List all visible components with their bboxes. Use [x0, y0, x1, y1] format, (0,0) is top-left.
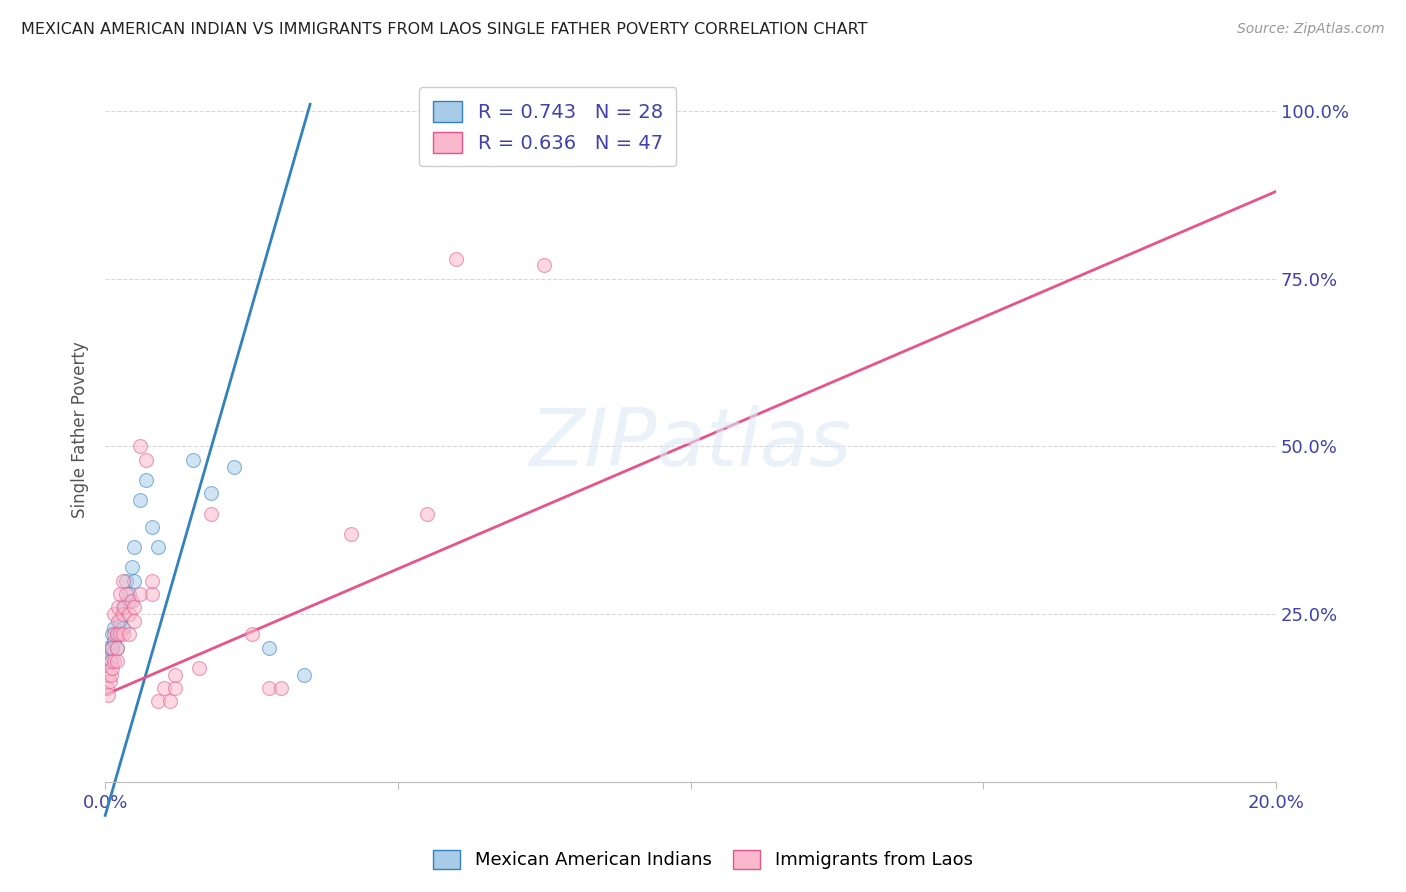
- Point: [257, 681, 280, 695]
- Point: [124, 574, 146, 588]
- Point: [105, 627, 128, 641]
- Point: [135, 453, 157, 467]
- Point: [105, 627, 128, 641]
- Legend: Mexican American Indians, Immigrants from Laos: Mexican American Indians, Immigrants fro…: [425, 840, 981, 879]
- Point: [222, 459, 245, 474]
- Point: [103, 634, 125, 648]
- Point: [340, 526, 363, 541]
- Point: [159, 694, 181, 708]
- Point: [129, 587, 152, 601]
- Point: [270, 681, 292, 695]
- Point: [152, 681, 174, 695]
- Point: [117, 593, 139, 607]
- Point: [114, 587, 136, 601]
- Point: [111, 607, 134, 621]
- Point: [108, 614, 131, 628]
- Point: [114, 574, 136, 588]
- Point: [121, 560, 143, 574]
- Point: [105, 640, 128, 655]
- Point: [117, 627, 139, 641]
- Point: [101, 640, 124, 655]
- Text: MEXICAN AMERICAN INDIAN VS IMMIGRANTS FROM LAOS SINGLE FATHER POVERTY CORRELATIO: MEXICAN AMERICAN INDIAN VS IMMIGRANTS FR…: [21, 22, 868, 37]
- Point: [103, 627, 125, 641]
- Point: [240, 627, 263, 641]
- Point: [117, 607, 139, 621]
- Text: Source: ZipAtlas.com: Source: ZipAtlas.com: [1237, 22, 1385, 37]
- Point: [97, 640, 120, 655]
- Point: [100, 654, 122, 668]
- Point: [101, 661, 124, 675]
- Point: [107, 600, 129, 615]
- Point: [111, 574, 134, 588]
- Point: [105, 654, 128, 668]
- Point: [98, 674, 121, 689]
- Point: [141, 520, 163, 534]
- Point: [121, 593, 143, 607]
- Point: [103, 607, 125, 621]
- Point: [129, 493, 152, 508]
- Point: [181, 453, 204, 467]
- Legend: R = 0.743   N = 28, R = 0.636   N = 47: R = 0.743 N = 28, R = 0.636 N = 47: [419, 87, 676, 167]
- Y-axis label: Single Father Poverty: Single Father Poverty: [72, 342, 89, 518]
- Point: [146, 540, 169, 554]
- Point: [124, 600, 146, 615]
- Point: [107, 627, 129, 641]
- Point: [187, 661, 209, 675]
- Point: [103, 621, 125, 635]
- Point: [101, 627, 124, 641]
- Point: [129, 439, 152, 453]
- Point: [141, 587, 163, 601]
- Point: [96, 681, 118, 695]
- Point: [97, 688, 120, 702]
- Point: [446, 252, 468, 266]
- Point: [111, 621, 134, 635]
- Point: [200, 486, 222, 500]
- Point: [97, 667, 120, 681]
- Point: [165, 667, 187, 681]
- Point: [111, 600, 134, 615]
- Point: [292, 667, 315, 681]
- Point: [112, 600, 135, 615]
- Point: [108, 587, 131, 601]
- Point: [124, 614, 146, 628]
- Point: [165, 681, 187, 695]
- Point: [117, 587, 139, 601]
- Point: [200, 507, 222, 521]
- Point: [98, 648, 121, 662]
- Point: [107, 614, 129, 628]
- Point: [111, 627, 134, 641]
- Point: [257, 640, 280, 655]
- Point: [141, 574, 163, 588]
- Point: [146, 694, 169, 708]
- Point: [124, 540, 146, 554]
- Point: [108, 627, 131, 641]
- Point: [100, 654, 122, 668]
- Point: [533, 258, 555, 272]
- Point: [103, 654, 125, 668]
- Point: [100, 640, 122, 655]
- Point: [105, 640, 128, 655]
- Point: [100, 667, 122, 681]
- Text: ZIPatlas: ZIPatlas: [530, 405, 852, 483]
- Point: [416, 507, 439, 521]
- Point: [135, 473, 157, 487]
